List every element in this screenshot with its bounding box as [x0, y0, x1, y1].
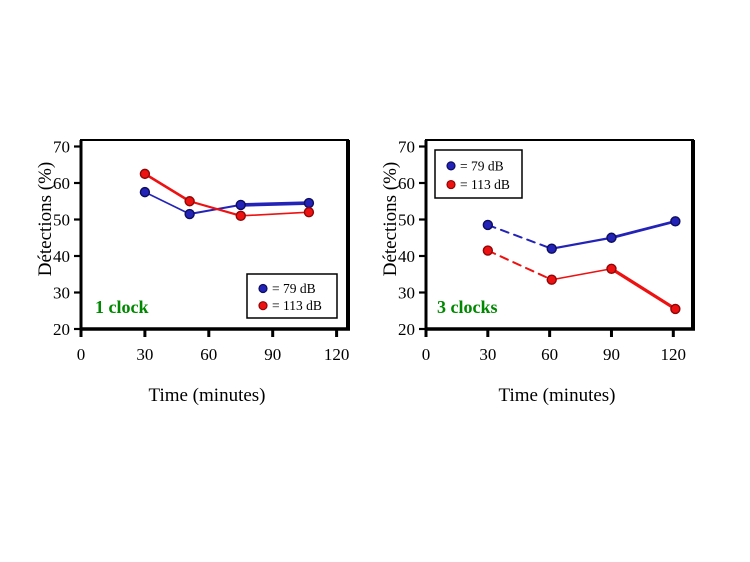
y-tick-label: 70	[53, 138, 70, 157]
data-point	[184, 196, 195, 207]
data-point	[139, 186, 151, 198]
series-line-113-dB	[188, 200, 242, 217]
data-point	[606, 263, 617, 274]
series-line-113-dB	[609, 267, 677, 311]
data-point	[303, 206, 315, 218]
data-point	[606, 232, 617, 243]
legend-marker	[446, 161, 456, 171]
series-line-113-dB	[550, 267, 613, 281]
x-tick-label: 30	[479, 345, 496, 364]
series-line-113-dB	[486, 249, 553, 281]
legend-label: = 113 dB	[272, 298, 322, 313]
data-point	[670, 216, 681, 227]
y-tick-label: 40	[53, 247, 70, 266]
y-tick-label: 60	[53, 174, 70, 193]
legend-label: = 79 dB	[272, 281, 316, 296]
y-tick-label: 60	[398, 174, 415, 193]
y-tick-label: 20	[398, 320, 415, 339]
data-point	[482, 219, 494, 231]
y-axis-title-right: Détections (%)	[380, 161, 401, 277]
series-line-113-dB	[239, 211, 310, 217]
data-point	[235, 210, 246, 222]
series-line-79-dB	[550, 236, 613, 250]
data-point	[546, 243, 557, 254]
annotation-1-clock: 1 clock	[95, 297, 149, 317]
legend-label: = 79 dB	[460, 158, 504, 173]
legend-marker	[258, 301, 268, 311]
x-tick-label: 90	[603, 345, 620, 364]
x-tick-label: 90	[264, 345, 281, 364]
series-line-113-dB	[143, 172, 191, 203]
data-point	[139, 168, 151, 180]
x-tick-label: 60	[200, 345, 217, 364]
y-tick-label: 50	[53, 211, 70, 230]
x-tick-label: 120	[324, 345, 350, 364]
legend-marker	[258, 283, 268, 294]
y-tick-label: 70	[398, 138, 415, 157]
x-tick-label: 60	[541, 345, 558, 364]
x-tick-label: 0	[422, 345, 431, 364]
y-tick-label: 40	[398, 247, 415, 266]
data-point	[184, 208, 195, 220]
series-line-79-dB	[144, 191, 191, 215]
x-axis-title-left: Time (minutes)	[148, 385, 266, 406]
legend-box	[434, 149, 523, 199]
x-tick-label: 30	[136, 345, 153, 364]
series-line-79-dB	[486, 223, 553, 250]
legend-box	[246, 273, 338, 319]
y-tick-label: 20	[53, 320, 70, 339]
legend-label: = 113 dB	[460, 177, 510, 192]
x-axis-title-right: Time (minutes)	[498, 385, 616, 406]
data-point	[546, 274, 557, 285]
data-point	[303, 197, 315, 209]
x-tick-label: 0	[77, 345, 86, 364]
data-point	[670, 303, 681, 315]
data-point	[235, 199, 246, 211]
legend-marker	[446, 179, 456, 190]
y-axis-title-left: Détections (%)	[35, 161, 56, 277]
y-tick-label: 50	[398, 211, 415, 230]
y-tick-label: 30	[53, 284, 70, 303]
data-point	[482, 245, 494, 256]
y-tick-label: 30	[398, 284, 415, 303]
x-tick-label: 120	[661, 345, 687, 364]
annotation-3-clocks: 3 clocks	[437, 297, 498, 317]
series-line-79-dB	[238, 201, 311, 207]
series-line-79-dB	[610, 219, 677, 240]
